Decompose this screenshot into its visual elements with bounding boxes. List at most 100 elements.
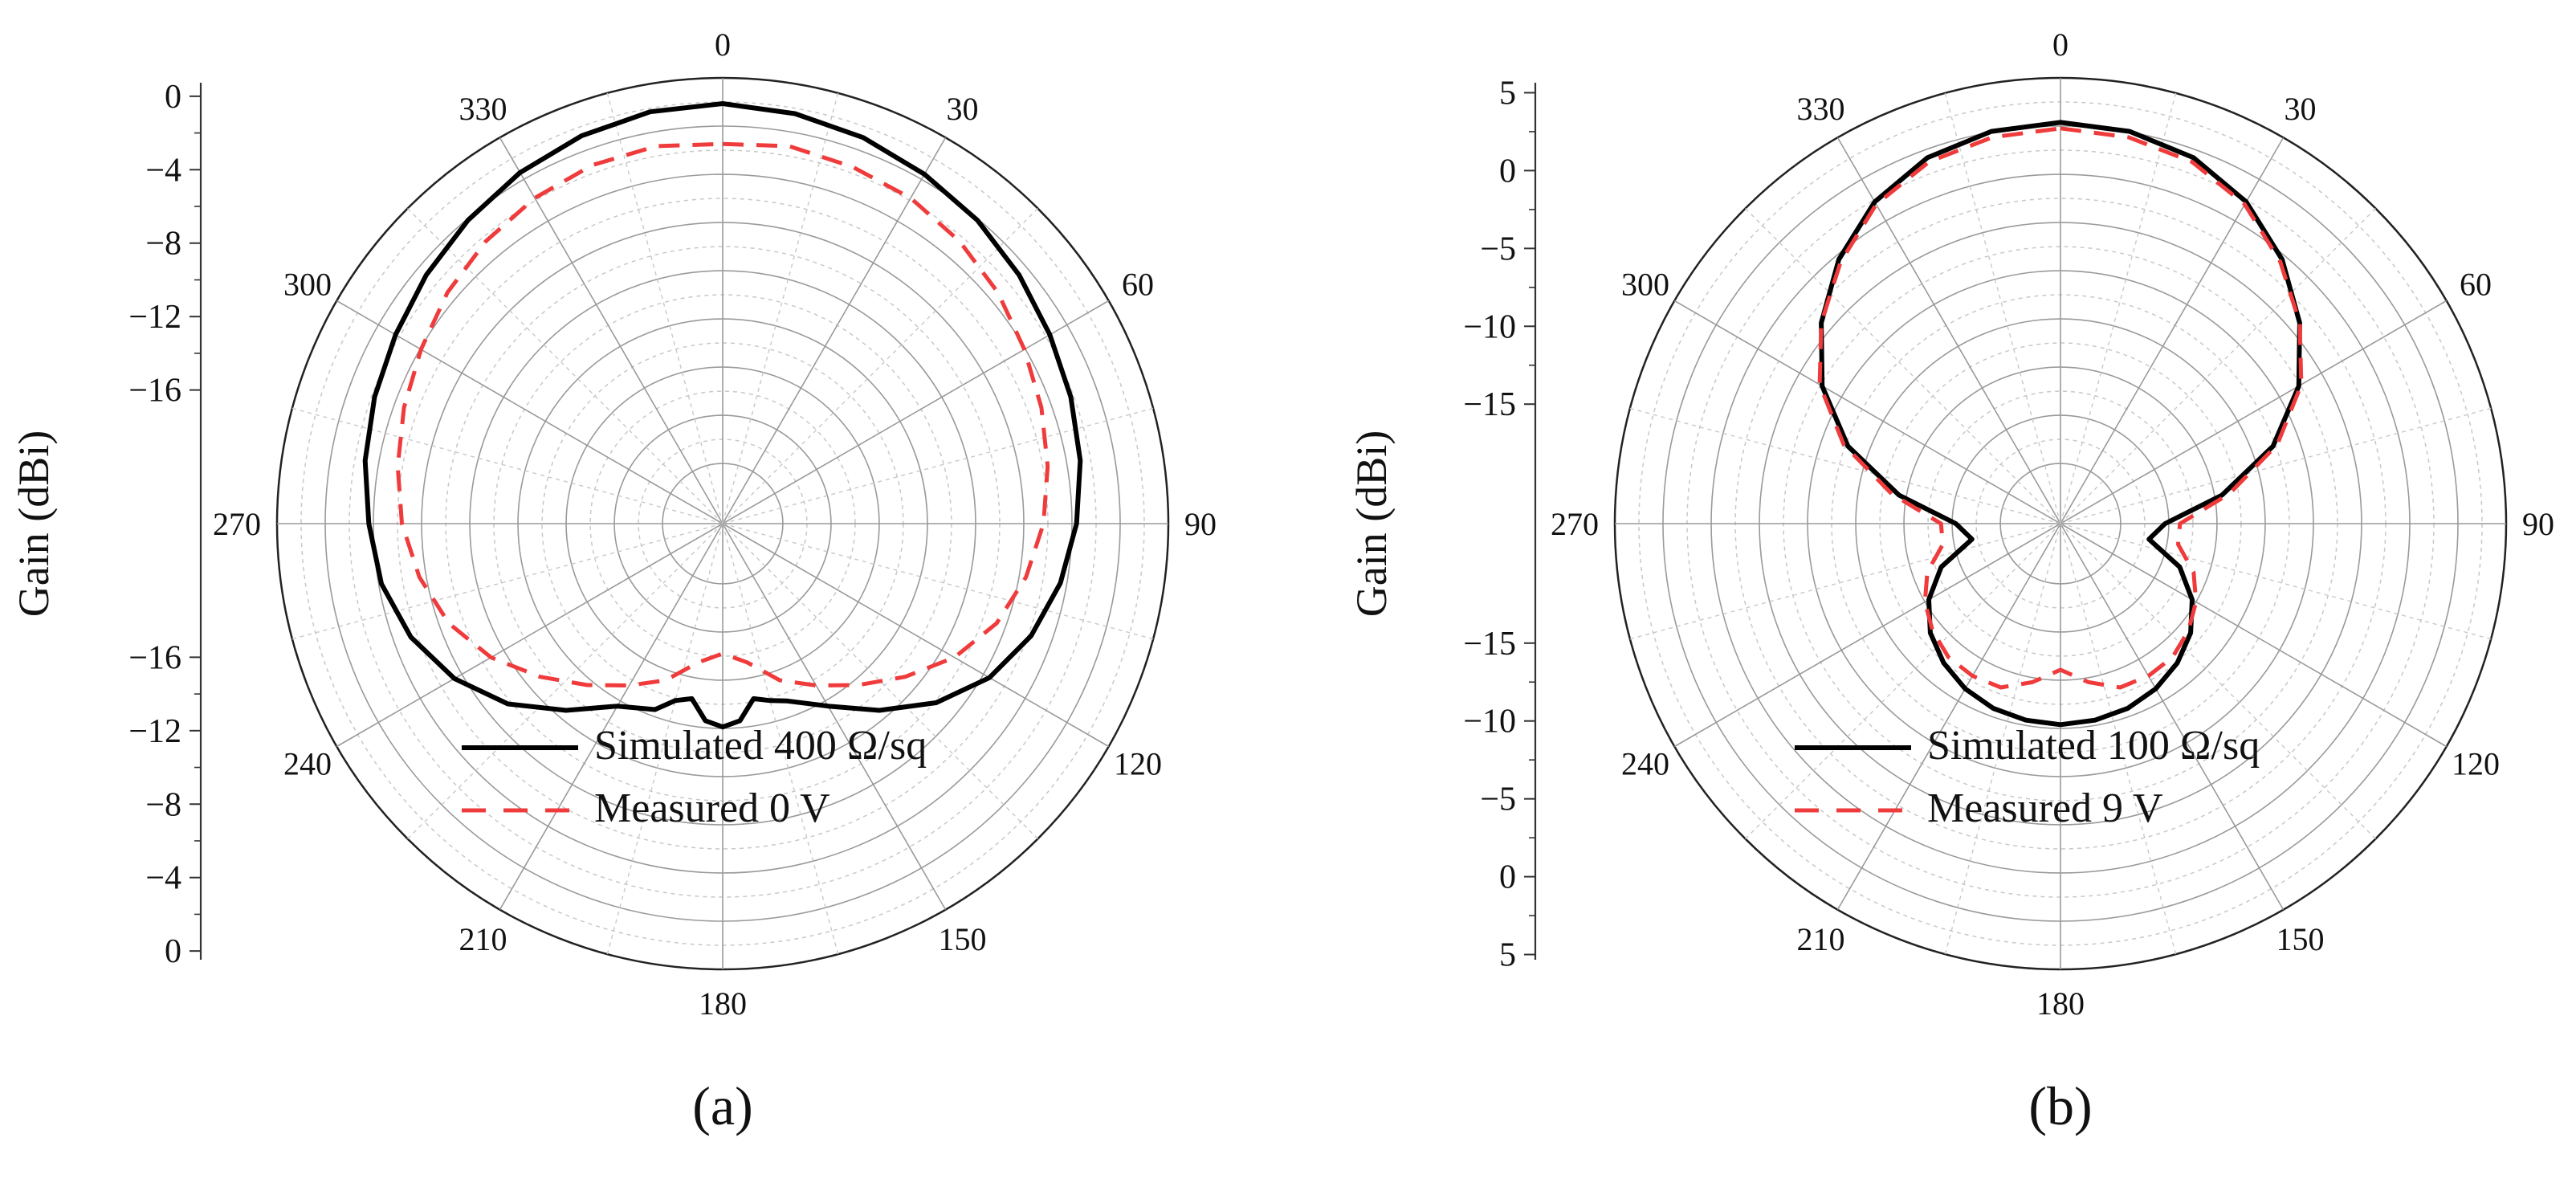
angle-label: 150 [939,921,987,957]
radial-tick-label: 0 [1499,153,1516,190]
y-axis-title: Gain (dBi) [1347,430,1396,617]
minor-spoke [722,208,1038,524]
minor-spoke [1745,208,2061,524]
major-spoke [336,300,723,524]
minor-spoke [291,407,723,524]
radial-tick-label: 0 [1499,859,1516,896]
panel-label: (a) [692,1075,752,1136]
minor-spoke [2060,407,2492,524]
minor-spoke [606,92,723,524]
angle-label: 270 [1551,506,1599,542]
angle-label: 120 [1114,746,1162,782]
major-spoke [722,523,1110,748]
radial-tick-label: −16 [128,373,181,410]
radial-tick-label: −10 [1463,308,1516,345]
legend: Simulated 100 Ω/sq Measured 9 V [1795,723,2260,831]
radial-tick-label: −4 [145,152,181,189]
major-spoke [499,137,723,524]
major-spoke [2060,300,2448,524]
angle-label: 270 [213,506,261,542]
angle-label: 210 [459,921,507,957]
radial-tick-label: −16 [128,639,181,676]
angle-labels: 0 30 60 90 120 150 180 210 240 270 300 330 [1551,27,2554,1022]
radial-tick-label: −12 [128,713,181,750]
polar-grid [1613,76,2508,971]
angle-label: 120 [2452,746,2500,782]
angle-label: 330 [1797,91,1845,127]
angle-label: 210 [1797,921,1845,957]
angle-label: 240 [1621,746,1669,782]
minor-spoke [1944,523,2061,955]
angle-label: 90 [2522,506,2554,542]
minor-spoke [606,523,723,955]
radial-tick-label: 5 [1499,75,1516,112]
minor-spoke [722,523,1154,640]
major-spoke [2060,523,2285,911]
angle-label: 180 [2036,985,2085,1022]
radial-tick-label: −8 [145,786,181,823]
minor-spoke [722,92,839,524]
angle-label: 150 [2276,921,2325,957]
minor-spoke [407,208,723,524]
radial-tick-label: −15 [1463,626,1516,663]
minor-spoke [2060,523,2376,839]
measured-series-line [1817,126,2304,690]
major-spoke [722,137,947,524]
polar-grid [275,76,1170,971]
polar-chart-a: 0 30 60 90 120 150 180 210 240 270 300 330 0 −4 −8 −12 −… [10,27,1217,1136]
legend-label: Simulated 400 Ω/sq [594,723,927,769]
major-spoke [336,523,723,748]
radial-tick-label: −5 [1480,781,1516,818]
radial-tick-label: −8 [145,226,181,263]
panel-label: (b) [2028,1075,2092,1136]
major-spoke [1673,523,2061,748]
minor-spoke [722,523,1038,839]
major-spoke [499,523,723,911]
angle-label: 0 [2052,27,2069,63]
legend-label: Measured 0 V [594,785,830,831]
minor-spoke [1629,523,2061,640]
minor-spoke [2060,523,2492,640]
major-spoke [722,523,947,911]
legend: Simulated 400 Ω/sq Measured 0 V [462,723,927,831]
radial-tick-label: −12 [128,299,181,336]
angle-label: 300 [283,267,332,303]
major-spoke [722,300,1110,524]
minor-spoke [722,523,839,955]
major-spoke [1673,300,2061,524]
y-axis-title: Gain (dBi) [10,430,58,617]
minor-spoke [2060,92,2177,524]
angle-labels: 0 30 60 90 120 150 180 210 240 270 300 330 [213,27,1217,1022]
angle-label: 180 [699,985,747,1022]
radial-tick-label: −4 [145,860,181,897]
minor-spoke [1629,407,2061,524]
minor-spoke [1944,92,2061,524]
radial-tick-label: −5 [1480,230,1516,267]
radial-axis: 5 0 −5 −10 −15 −15 −10 −5 0 5 Gain (dBi) [1347,75,1537,974]
minor-spoke [2060,208,2376,524]
radial-tick-label: −10 [1463,704,1516,740]
minor-spoke [407,523,723,839]
angle-label: 0 [715,27,731,63]
angle-label: 330 [459,91,507,127]
angle-label: 30 [947,91,979,127]
legend-label: Measured 9 V [1927,785,2163,831]
angle-label: 60 [2460,267,2492,303]
angle-label: 60 [1122,267,1154,303]
minor-spoke [291,523,723,640]
simulated-series-line [362,101,1083,730]
angle-label: 30 [2285,91,2317,127]
radial-tick-label: 0 [165,79,181,116]
major-spoke [2060,523,2448,748]
radial-tick-label: −15 [1463,386,1516,423]
simulated-series-line [1819,120,2302,728]
legend-label: Simulated 100 Ω/sq [1927,723,2260,769]
measured-series-line [395,141,1050,687]
angle-label: 90 [1184,506,1217,542]
minor-spoke [1745,523,2061,839]
radial-axis: 0 −4 −8 −12 −16 −16 −12 −8 −4 0 Gain (dBi) [10,79,202,970]
angle-label: 240 [283,746,332,782]
major-spoke [1836,523,2061,911]
polar-chart-b: 0 30 60 90 120 150 180 210 240 270 300 330 5 0 −5 −10 −1… [1347,27,2554,1136]
